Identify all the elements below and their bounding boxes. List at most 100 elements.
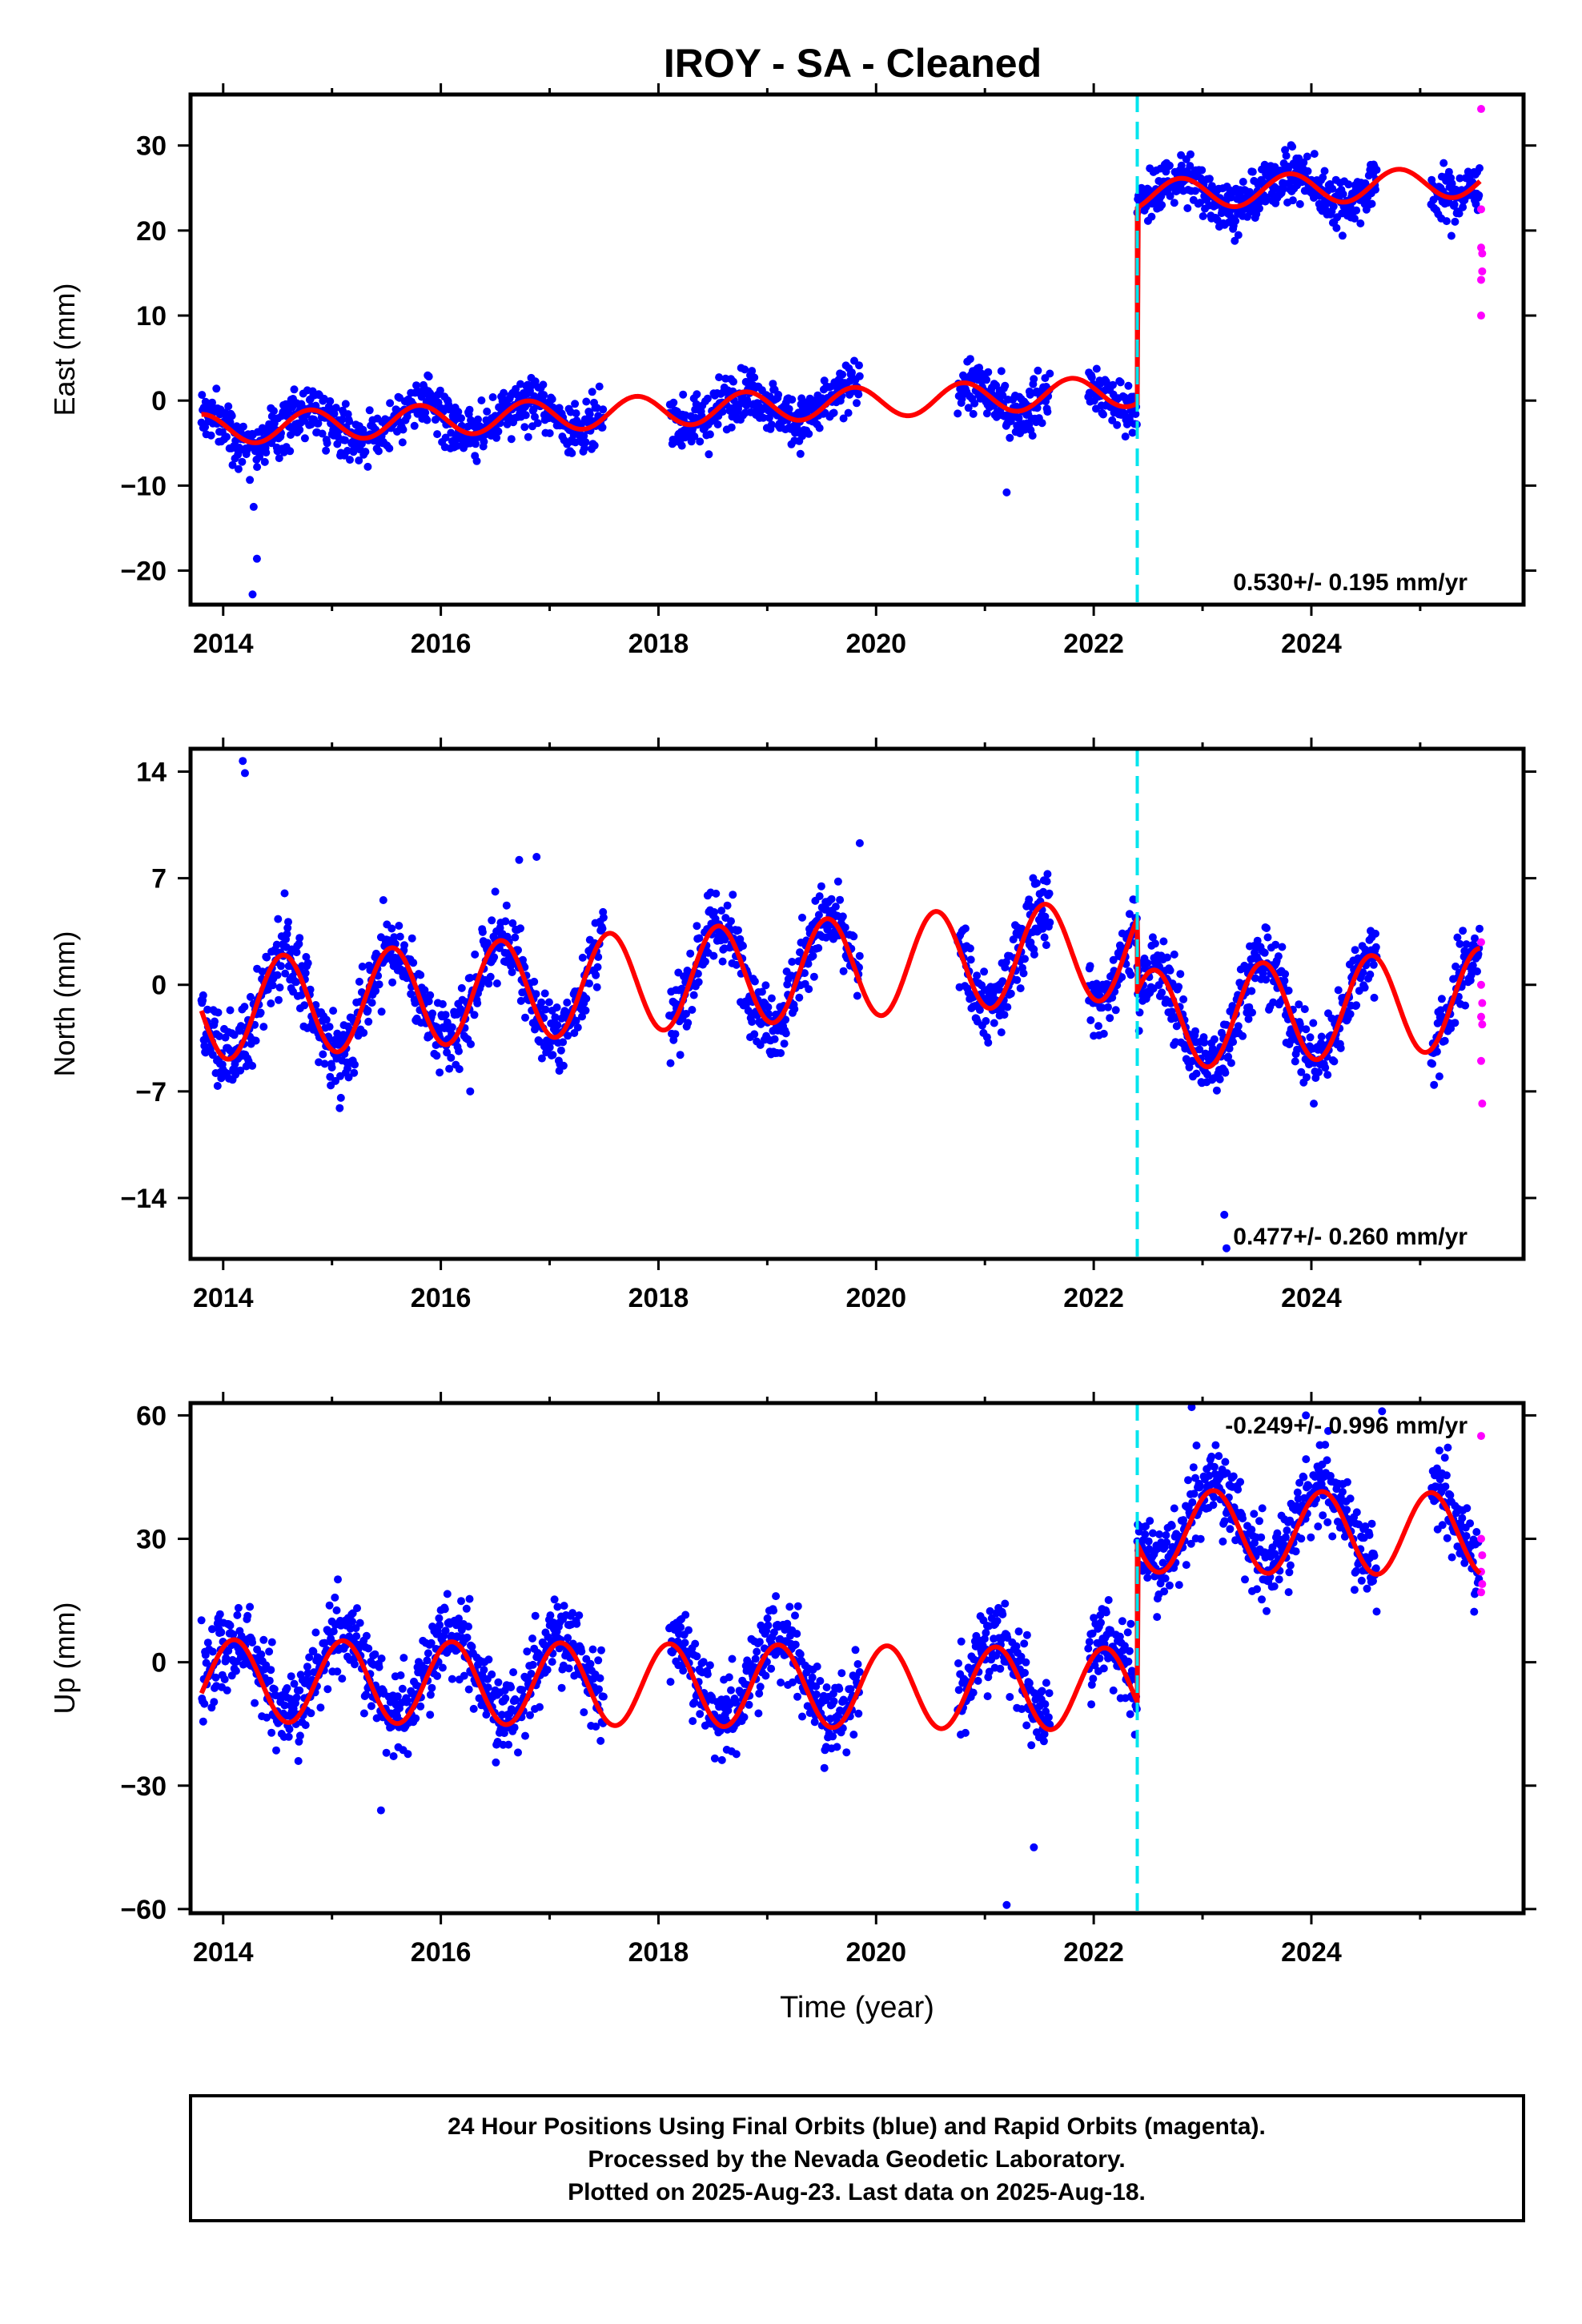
- final-orbit-point: [1087, 373, 1096, 382]
- final-orbit-point: [1022, 1658, 1030, 1667]
- final-orbit-point: [709, 951, 718, 960]
- final-orbit-point: [1229, 1038, 1238, 1047]
- final-orbit-point: [300, 1001, 309, 1010]
- final-orbit-point: [375, 1663, 383, 1671]
- final-orbit-point: [400, 941, 408, 950]
- final-orbit-point: [1126, 971, 1135, 979]
- final-orbit-point: [1452, 962, 1460, 971]
- final-orbit-point: [1310, 150, 1319, 159]
- final-orbit-point: [780, 1039, 789, 1048]
- final-orbit-point: [1447, 231, 1456, 240]
- final-orbit-point: [1319, 173, 1327, 182]
- final-orbit-point: [1176, 970, 1185, 979]
- final-orbit-point: [1239, 1514, 1247, 1523]
- final-orbit-point: [436, 386, 444, 395]
- final-orbit-point: [521, 411, 530, 420]
- final-orbit-point: [692, 400, 701, 408]
- final-orbit-point: [1086, 1016, 1095, 1024]
- final-orbit-point: [1191, 1027, 1199, 1035]
- final-orbit-point: [774, 390, 783, 399]
- x-tick-label: 2020: [845, 629, 906, 659]
- final-orbit-point: [362, 1631, 371, 1640]
- final-orbit-point: [1278, 943, 1287, 951]
- final-orbit-point: [327, 1063, 336, 1072]
- final-orbit-point: [777, 1049, 785, 1057]
- final-orbit-point: [745, 1700, 753, 1709]
- final-orbit-point: [260, 457, 269, 466]
- final-orbit-point: [1297, 1068, 1306, 1076]
- x-tick-label: 2024: [1281, 1283, 1342, 1313]
- final-orbit-point: [488, 1670, 496, 1679]
- final-orbit-point: [593, 963, 602, 971]
- final-orbit-point: [201, 423, 210, 432]
- final-orbit-point: [208, 398, 216, 407]
- final-orbit-point: [473, 999, 482, 1007]
- final-orbit-point: [546, 1611, 555, 1620]
- final-orbit-point: [572, 1619, 581, 1628]
- final-orbit-point: [833, 1743, 841, 1751]
- final-orbit-point: [855, 372, 864, 380]
- final-orbit-point: [853, 991, 861, 1000]
- final-orbit-point: [374, 447, 383, 456]
- final-orbit-point: [500, 1729, 508, 1738]
- final-orbit-point: [820, 1763, 829, 1772]
- final-orbit-point: [1174, 1581, 1183, 1590]
- final-orbit-point: [582, 995, 591, 1003]
- final-orbit-point: [791, 1640, 800, 1649]
- final-orbit-point: [355, 977, 363, 986]
- final-orbit-point: [740, 1713, 749, 1722]
- y-tick-label: 0: [151, 971, 167, 1001]
- final-orbit-point: [323, 1685, 332, 1694]
- final-orbit-point: [836, 895, 845, 904]
- final-orbit-point: [521, 1731, 529, 1740]
- final-orbit-point: [300, 434, 309, 443]
- final-orbit-point: [1288, 196, 1297, 205]
- final-orbit-point: [712, 889, 721, 898]
- final-orbit-point: [727, 1686, 735, 1695]
- x-tick-label: 2020: [845, 1283, 906, 1313]
- final-orbit-point: [1295, 199, 1304, 208]
- final-orbit-point: [990, 1019, 998, 1027]
- final-orbit-point: [703, 1670, 712, 1679]
- final-orbit-point: [1471, 934, 1479, 943]
- final-orbit-point: [540, 989, 549, 998]
- final-orbit-point: [1321, 1063, 1330, 1072]
- final-orbit-point: [268, 981, 277, 990]
- final-orbit-point: [1125, 1647, 1134, 1655]
- final-orbit-point: [686, 949, 695, 958]
- final-orbit-point: [1315, 1068, 1323, 1076]
- final-orbit-point: [1269, 998, 1278, 1007]
- final-orbit-point: [490, 953, 499, 962]
- final-orbit-point: [796, 1650, 805, 1659]
- final-orbit-point: [1451, 1019, 1460, 1027]
- final-orbit-point: [217, 1628, 226, 1637]
- final-orbit-point: [829, 408, 838, 417]
- final-orbit-point: [275, 983, 284, 992]
- final-orbit-point: [377, 1007, 386, 1016]
- final-orbit-point: [197, 1616, 206, 1625]
- final-orbit-point: [441, 433, 450, 442]
- final-orbit-point: [532, 990, 540, 999]
- final-orbit-point: [524, 432, 532, 441]
- final-orbit-point: [295, 939, 303, 948]
- final-orbit-point: [1476, 924, 1484, 933]
- final-orbit-point: [1027, 903, 1036, 911]
- final-orbit-point: [460, 1671, 468, 1680]
- final-orbit-point: [1317, 1032, 1326, 1041]
- final-orbit-point: [286, 447, 295, 456]
- final-orbit-point: [338, 415, 347, 424]
- final-orbit-point: [1109, 380, 1117, 389]
- final-orbit-point: [1239, 178, 1247, 186]
- final-orbit-point: [470, 1011, 479, 1019]
- final-orbit-point: [472, 456, 481, 465]
- final-orbit-point: [1155, 1530, 1164, 1538]
- final-orbit-point: [423, 416, 432, 424]
- final-orbit-point: [351, 1060, 359, 1069]
- final-orbit-point: [443, 1590, 452, 1598]
- model-curve: [199, 902, 1482, 1070]
- final-orbit-point: [1200, 1038, 1209, 1047]
- final-orbit-point: [594, 1656, 603, 1665]
- final-orbit-point: [472, 440, 480, 448]
- final-orbit-point: [544, 998, 553, 1007]
- final-orbit-point: [234, 1603, 243, 1612]
